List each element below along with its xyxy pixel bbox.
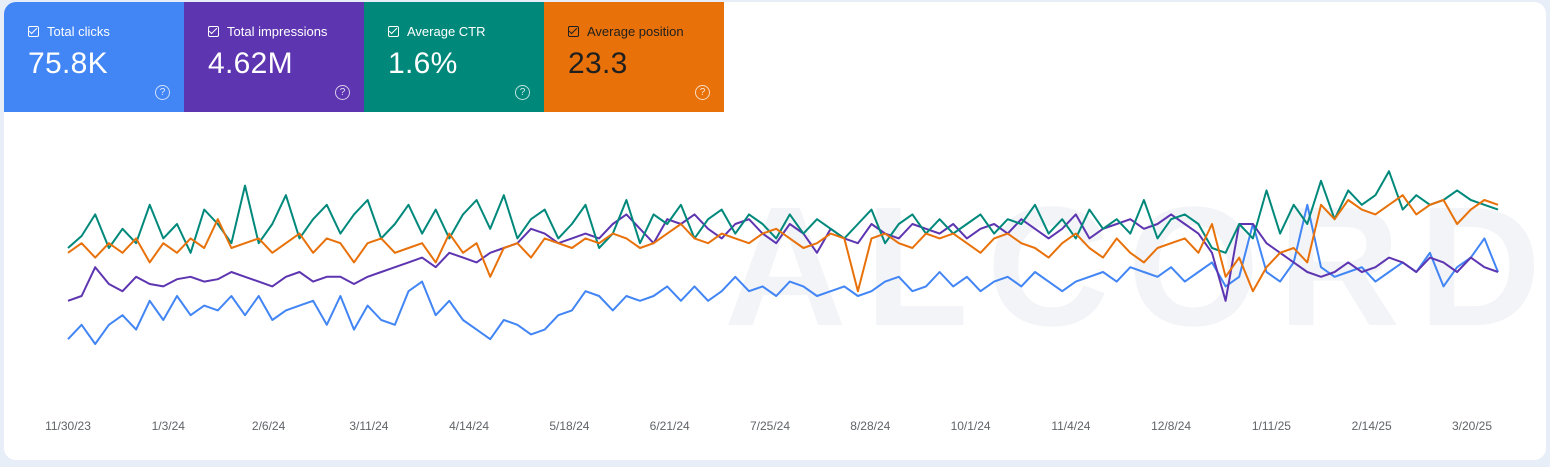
metric-label: Average CTR bbox=[407, 24, 486, 39]
metric-tile-position[interactable]: Average position 23.3 ? bbox=[544, 2, 724, 112]
x-tick-label: 10/1/24 bbox=[951, 419, 991, 433]
checkbox-icon[interactable] bbox=[388, 26, 399, 37]
x-tick-label: 1/11/25 bbox=[1252, 419, 1291, 433]
series-line-total-clicks bbox=[67, 203, 1499, 345]
help-icon[interactable]: ? bbox=[695, 85, 710, 100]
x-tick-label: 3/11/24 bbox=[349, 419, 388, 433]
x-tick-label: 7/25/24 bbox=[750, 419, 790, 433]
checkbox-icon[interactable] bbox=[568, 26, 579, 37]
metric-label: Average position bbox=[587, 24, 684, 39]
metric-value: 4.62M bbox=[208, 47, 293, 80]
performance-card: ALCORDS 11/30/231/3/242/6/243/11/244/14/… bbox=[4, 2, 1546, 460]
x-tick-label: 12/8/24 bbox=[1151, 419, 1191, 433]
checkbox-icon[interactable] bbox=[208, 26, 219, 37]
x-tick-label: 11/30/23 bbox=[45, 419, 91, 433]
help-icon[interactable]: ? bbox=[155, 85, 170, 100]
metric-tile-impressions[interactable]: Total impressions 4.62M ? bbox=[184, 2, 364, 112]
x-tick-label: 2/6/24 bbox=[252, 419, 286, 433]
x-tick-label: 11/4/24 bbox=[1051, 419, 1090, 433]
metric-value: 1.6% bbox=[388, 47, 458, 80]
metric-tile-ctr[interactable]: Average CTR 1.6% ? bbox=[364, 2, 544, 112]
series-line-average-position bbox=[67, 194, 1499, 293]
series-line-average-ctr bbox=[67, 170, 1499, 254]
x-tick-label: 2/14/25 bbox=[1352, 419, 1392, 433]
metric-label: Total impressions bbox=[227, 24, 328, 39]
metric-value: 75.8K bbox=[28, 47, 108, 80]
metric-value: 23.3 bbox=[568, 47, 628, 80]
x-tick-label: 3/20/25 bbox=[1452, 419, 1492, 433]
performance-chart: 11/30/23 1/3/24 2/6/24 3/11/24 4/14/24 5/18/2… bbox=[45, 170, 1499, 433]
x-tick-label: 6/21/24 bbox=[650, 419, 690, 433]
help-icon[interactable]: ? bbox=[335, 85, 350, 100]
metric-label: Total clicks bbox=[47, 24, 110, 39]
x-tick-label: 5/18/24 bbox=[549, 419, 589, 433]
x-tick-label: 1/3/24 bbox=[152, 419, 186, 433]
x-tick-label: 8/28/24 bbox=[850, 419, 890, 433]
help-icon[interactable]: ? bbox=[515, 85, 530, 100]
x-tick-label: 4/14/24 bbox=[449, 419, 489, 433]
checkbox-icon[interactable] bbox=[28, 26, 39, 37]
metric-tile-clicks[interactable]: Total clicks 75.8K ? bbox=[4, 2, 184, 112]
metric-tiles: Total clicks 75.8K ? Total impressions 4… bbox=[4, 2, 724, 112]
